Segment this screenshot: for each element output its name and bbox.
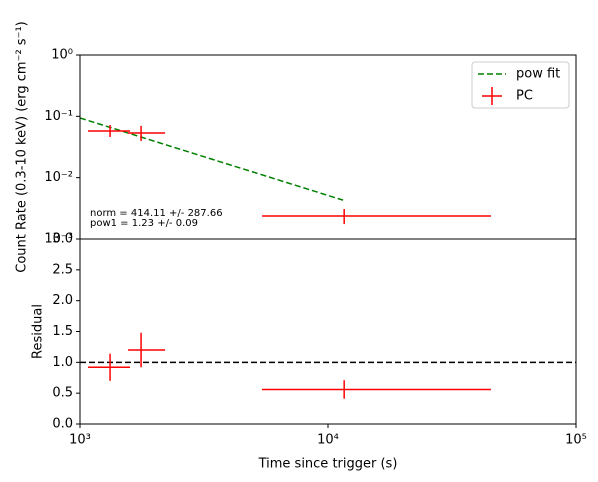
plot-area <box>80 332 576 399</box>
y-tick-label: 10⁻³ <box>44 232 73 247</box>
y-tick-label: 2.0 <box>52 293 73 308</box>
x-tick-label: 10³ <box>69 433 91 448</box>
annotation: norm = 414.11 +/- 287.66 <box>90 208 223 219</box>
y-tick-label: 1.0 <box>52 355 73 370</box>
y-tick-label: 10⁻² <box>44 170 73 185</box>
x-axis-label: Time since trigger (s) <box>258 457 398 472</box>
y-axis-label: Count Rate (0.3-10 keV) (erg cm⁻² s⁻¹) <box>15 21 30 272</box>
annotation: pow1 = 1.23 +/- 0.09 <box>90 218 198 229</box>
axes-frame <box>79 238 577 425</box>
x-tick-label: 10⁴ <box>317 433 339 448</box>
y-tick-label: 2.5 <box>52 262 73 277</box>
y-tick-label: 0.5 <box>52 386 73 401</box>
plot-area <box>80 117 491 225</box>
y-tick-label: 10⁰ <box>51 48 73 63</box>
y-tick-label: 3.0 <box>52 232 73 247</box>
y-tick-label: 10⁻¹ <box>44 109 73 124</box>
y-tick-label: 0.0 <box>52 417 73 432</box>
x-tick-label: 10⁵ <box>565 433 587 448</box>
y-axis-label: Residual <box>31 304 46 359</box>
legend-label: PC <box>516 89 533 104</box>
y-tick-label: 1.5 <box>52 324 73 339</box>
legend-label: pow fit <box>516 67 560 82</box>
